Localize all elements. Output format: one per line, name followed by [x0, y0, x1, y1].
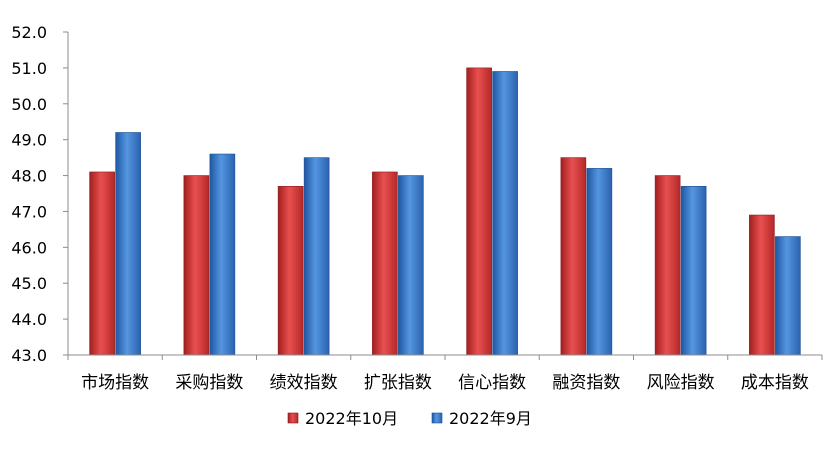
bar-sep-0 [115, 132, 141, 356]
y-tick-label: 50.0 [11, 95, 47, 114]
bars-group [89, 67, 801, 356]
x-category-label: 风险指数 [647, 373, 715, 393]
y-tick-label: 48.0 [11, 167, 47, 186]
legend-label-1: 2022年9月 [449, 409, 532, 428]
bar-oct-3 [372, 171, 398, 356]
x-axis: 市场指数 采购指数 绩效指数 扩张指数 信心指数 融资指数 风险指数 成本指数 [67, 354, 823, 393]
bar-sep-4 [492, 71, 518, 356]
legend-swatch-0 [287, 412, 299, 424]
x-category-label: 信心指数 [458, 373, 526, 393]
bar-oct-1 [183, 175, 210, 356]
bar-oct-5 [560, 157, 587, 356]
bar-sep-7 [775, 236, 801, 356]
bar-oct-0 [89, 171, 115, 356]
bar-sep-3 [398, 175, 424, 356]
x-category-label: 成本指数 [741, 373, 809, 393]
y-tick-label: 51.0 [11, 59, 47, 78]
bar-oct-7 [749, 214, 775, 356]
y-axis: 43.0 44.0 45.0 46.0 47.0 48.0 49.0 50.0 51.0 52.0 [11, 23, 69, 365]
x-category-label: 扩张指数 [364, 373, 432, 393]
y-tick-label: 47.0 [11, 202, 47, 221]
bar-oct-2 [277, 186, 304, 356]
x-category-label: 绩效指数 [270, 373, 338, 393]
legend: 2022年10月 2022年9月 [287, 409, 532, 428]
legend-label-0: 2022年10月 [305, 409, 398, 428]
bar-sep-2 [303, 157, 330, 356]
bar-oct-6 [654, 175, 681, 356]
y-tick-label: 45.0 [11, 274, 47, 293]
y-tick-label: 43.0 [11, 346, 47, 365]
x-category-label: 采购指数 [175, 373, 243, 393]
legend-swatch-1 [431, 412, 443, 424]
x-category-label: 市场指数 [81, 373, 149, 393]
bar-oct-4 [466, 67, 492, 356]
bar-sep-1 [209, 153, 236, 356]
y-tick-label: 49.0 [11, 131, 47, 150]
bar-sep-6 [680, 186, 707, 356]
y-tick-label: 52.0 [11, 23, 47, 42]
y-tick-label: 44.0 [11, 310, 47, 329]
bar-sep-5 [586, 168, 613, 356]
y-tick-label: 46.0 [11, 238, 47, 257]
x-category-label: 融资指数 [552, 373, 620, 393]
